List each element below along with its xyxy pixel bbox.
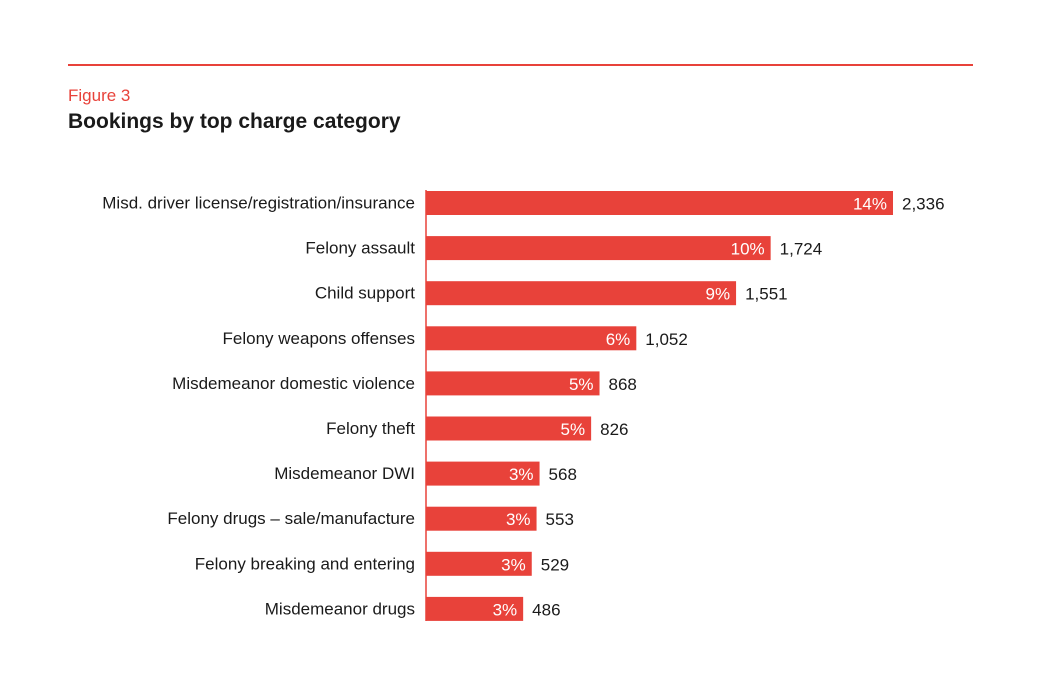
value-label-misdemeanor-dwi: 568 (549, 465, 577, 484)
category-label-misdemeanor-drugs: Misdemeanor drugs (265, 599, 415, 618)
category-label-misdemeanor-domestic-violence: Misdemeanor domestic violence (172, 374, 415, 393)
bar-felony-theft (426, 416, 592, 441)
value-label-felony-theft: 826 (600, 420, 628, 439)
value-label-felony-weapons-offenses: 1,052 (645, 330, 688, 349)
percent-label-misdemeanor-drugs: 3% (493, 600, 518, 619)
percent-label-misd-driver-license-registration-insurance: 14% (853, 195, 887, 214)
value-label-felony-drugs-sale-manufacture: 553 (546, 510, 574, 529)
percent-label-child-support: 9% (705, 285, 730, 304)
value-label-misd-driver-license-registration-insurance: 2,336 (902, 195, 945, 214)
bar-felony-assault (426, 236, 771, 261)
category-label-felony-weapons-offenses: Felony weapons offenses (223, 329, 415, 348)
percent-label-felony-breaking-and-entering: 3% (501, 555, 526, 574)
category-label-felony-assault: Felony assault (305, 239, 415, 258)
category-label-misdemeanor-dwi: Misdemeanor DWI (274, 464, 415, 483)
value-label-felony-assault: 1,724 (780, 240, 823, 259)
percent-label-misdemeanor-dwi: 3% (509, 465, 534, 484)
top-rule (68, 64, 973, 66)
percent-label-felony-drugs-sale-manufacture: 3% (506, 510, 531, 529)
bar-misd-driver-license-registration-insurance (426, 191, 893, 215)
category-label-felony-theft: Felony theft (326, 419, 415, 438)
category-label-felony-drugs-sale-manufacture: Felony drugs – sale/manufacture (167, 509, 415, 528)
percent-label-felony-assault: 10% (731, 240, 765, 259)
bar-misdemeanor-drugs (426, 596, 524, 621)
figure-label: Figure 3 (68, 86, 131, 105)
bars-layer: Misd. driver license/registration/insura… (102, 191, 945, 621)
bar-felony-drugs-sale-manufacture (426, 506, 537, 531)
bar-misdemeanor-domestic-violence (426, 371, 600, 396)
percent-label-misdemeanor-domestic-violence: 5% (569, 375, 594, 394)
bar-felony-weapons-offenses (426, 326, 637, 351)
bar-child-support (426, 281, 737, 306)
chart-title: Bookings by top charge category (68, 110, 401, 133)
bar-misdemeanor-dwi (426, 461, 540, 486)
category-label-felony-breaking-and-entering: Felony breaking and entering (195, 554, 415, 573)
percent-label-felony-theft: 5% (561, 420, 586, 439)
value-label-felony-breaking-and-entering: 529 (541, 555, 569, 574)
value-label-misdemeanor-domestic-violence: 868 (609, 375, 637, 394)
value-label-misdemeanor-drugs: 486 (532, 600, 560, 619)
bar-felony-breaking-and-entering (426, 551, 532, 576)
category-label-child-support: Child support (315, 284, 415, 303)
percent-label-felony-weapons-offenses: 6% (606, 330, 631, 349)
value-label-child-support: 1,551 (745, 285, 788, 304)
category-label-misd-driver-license-registration-insurance: Misd. driver license/registration/insura… (102, 194, 415, 213)
